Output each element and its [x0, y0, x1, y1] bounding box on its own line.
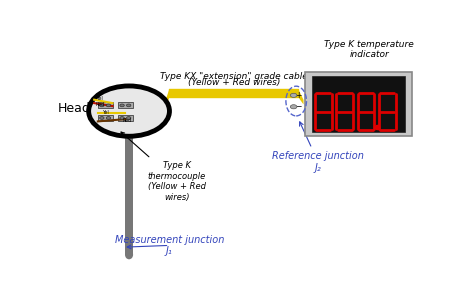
Circle shape [106, 104, 110, 107]
Text: Reference junction
J₂: Reference junction J₂ [272, 122, 364, 173]
Circle shape [100, 117, 104, 119]
Text: (Yellow + Red wires): (Yellow + Red wires) [188, 78, 280, 87]
Text: Yel: Yel [96, 96, 103, 101]
Bar [118, 115, 133, 121]
Bar [125, 136, 133, 255]
Circle shape [127, 117, 131, 119]
FancyBboxPatch shape [305, 72, 412, 136]
Ellipse shape [125, 250, 133, 259]
Circle shape [100, 104, 104, 107]
Circle shape [89, 86, 170, 136]
Text: Head: Head [57, 102, 91, 115]
Bar [98, 102, 112, 108]
Text: −: − [295, 102, 301, 111]
Circle shape [290, 105, 297, 109]
Text: Type K
thermocouple
(Yellow + Red
wires): Type K thermocouple (Yellow + Red wires) [121, 132, 206, 202]
Text: Red: Red [123, 118, 132, 123]
Text: Measurement junction
J₁: Measurement junction J₁ [115, 235, 224, 256]
Circle shape [127, 104, 131, 107]
Text: Red: Red [95, 102, 104, 107]
Text: Yel: Yel [102, 110, 109, 115]
Polygon shape [298, 89, 303, 105]
Bar [118, 102, 133, 108]
Bar [98, 115, 112, 121]
Circle shape [290, 93, 297, 97]
Circle shape [106, 117, 110, 119]
Text: Type K temperature
indicator: Type K temperature indicator [324, 40, 414, 59]
Polygon shape [166, 89, 169, 109]
Bar [312, 76, 405, 132]
Circle shape [120, 117, 124, 119]
Text: Type KX "extension" grade cable: Type KX "extension" grade cable [160, 72, 308, 81]
Circle shape [120, 104, 124, 107]
Text: +: + [295, 91, 301, 100]
